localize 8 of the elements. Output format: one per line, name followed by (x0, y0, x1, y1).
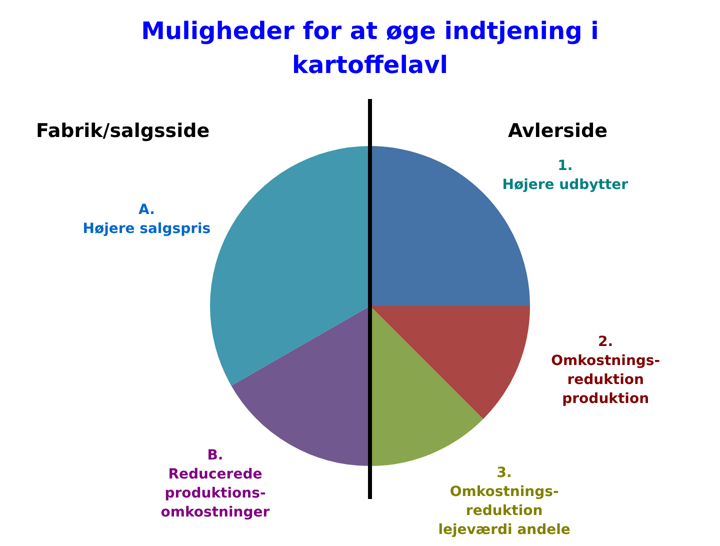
slice-label: A. Højere salgspris (82, 202, 211, 237)
slice-label: 3. Omkostnings- reduktion lejeværdi andele (438, 465, 570, 538)
slice-label: 2. Omkostnings- reduktion produktion (551, 334, 660, 408)
slice-label: B. Reducerede produktions- omkostninger (160, 447, 270, 520)
text: Avlerside (508, 120, 608, 142)
text: Fabrik/salgsside (36, 120, 210, 142)
slice-label: 1. Højere udbytter (502, 158, 628, 194)
chart-title: Muligheder for at øge indtjening i kartoffelavl (140, 16, 600, 81)
